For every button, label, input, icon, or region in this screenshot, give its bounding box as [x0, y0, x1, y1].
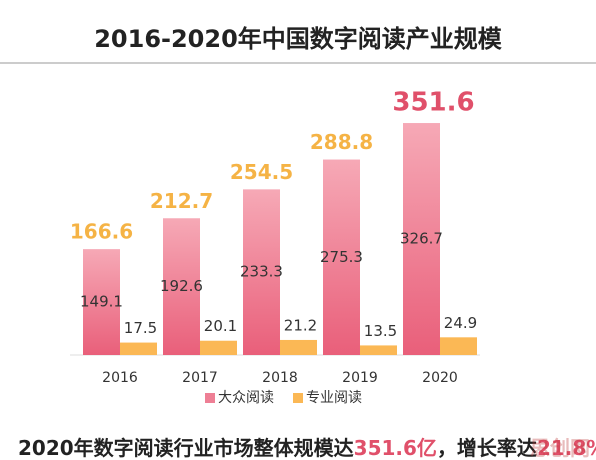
value-label: 275.3 [320, 248, 363, 266]
total-label: 212.7 [150, 189, 213, 213]
bar [163, 218, 200, 355]
footer: 2020年数字阅读行业市场整体规模达351.6亿，增长率达21.8% [18, 432, 596, 460]
value-label: 24.9 [444, 314, 477, 332]
legend-label: 专业阅读 [306, 389, 362, 406]
value-label: 17.5 [124, 319, 157, 337]
bar [440, 337, 477, 355]
bar [360, 345, 397, 355]
value-label: 21.2 [284, 316, 317, 334]
legend-label: 大众阅读 [218, 389, 274, 406]
value-label: 233.3 [240, 263, 283, 281]
bar [120, 342, 157, 355]
value-label: 192.6 [160, 277, 203, 295]
legend-swatch [205, 393, 215, 403]
footer-highlight: 21.8% [536, 436, 596, 460]
bar [200, 340, 237, 355]
x-tick-label: 2018 [262, 370, 298, 386]
value-label: 326.7 [400, 230, 443, 248]
x-tick-label: 2019 [342, 370, 378, 386]
total-label: 351.6 [392, 88, 474, 118]
bar [83, 249, 120, 355]
x-tick-label: 2020 [422, 370, 458, 386]
chart: 2016-2020年中国数字阅读产业规模 2016 149.117.5 166.6 2… [0, 25, 596, 406]
value-label: 20.1 [204, 317, 237, 335]
total-label: 166.6 [70, 220, 133, 244]
total-label: 288.8 [310, 130, 373, 154]
legend-swatch [293, 393, 303, 403]
x-tick-label: 2017 [182, 370, 218, 386]
value-label: 149.1 [80, 293, 123, 311]
watermark: 思创网 [530, 436, 590, 460]
footer-text: ，增长率达 [436, 436, 537, 460]
chart-title: 2016-2020年中国数字阅读产业规模 [94, 25, 503, 53]
x-tick-label: 2016 [102, 370, 138, 386]
bar [323, 159, 360, 355]
value-label: 13.5 [364, 322, 397, 340]
bar [243, 189, 280, 355]
footer-highlight: 351.6亿 [353, 436, 437, 460]
footer-text: 2020年数字阅读行业市场整体规模达 [18, 436, 354, 460]
bar [280, 339, 317, 355]
total-label: 254.5 [230, 160, 293, 184]
bar [403, 123, 440, 355]
